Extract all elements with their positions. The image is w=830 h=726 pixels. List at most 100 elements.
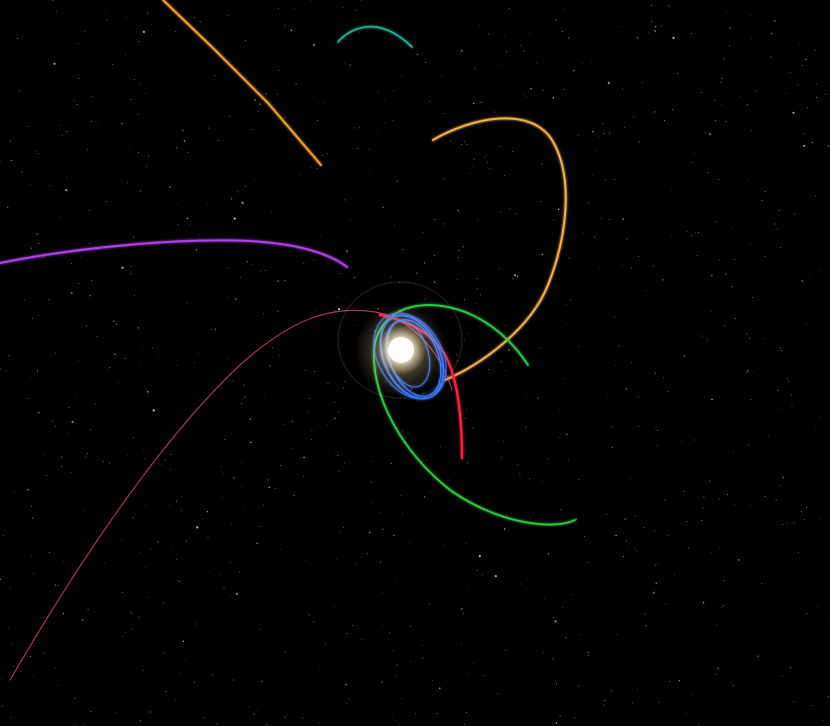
star (618, 26, 620, 27)
star (749, 505, 751, 507)
star (669, 681, 671, 683)
star (1, 677, 3, 679)
star (308, 614, 311, 616)
star (30, 247, 33, 249)
star (480, 294, 482, 296)
star (359, 127, 361, 129)
star (0, 368, 2, 370)
star (402, 513, 404, 515)
star (750, 14, 751, 16)
star (530, 88, 532, 90)
star (384, 122, 386, 124)
star (133, 436, 134, 438)
star (346, 324, 348, 326)
star (461, 608, 463, 610)
star (105, 11, 107, 13)
star (562, 9, 564, 11)
star (560, 508, 562, 510)
star (476, 278, 478, 280)
star (207, 570, 209, 572)
star (84, 31, 86, 33)
star (473, 662, 475, 664)
star (587, 651, 589, 653)
star (327, 383, 329, 385)
star (52, 0, 54, 1)
star (409, 626, 411, 627)
star (169, 469, 171, 471)
star (266, 724, 268, 725)
star (466, 589, 468, 591)
star (746, 104, 749, 106)
star (23, 577, 25, 579)
star (61, 134, 63, 136)
star (632, 702, 634, 704)
star (591, 174, 593, 176)
star (696, 255, 698, 257)
star (641, 82, 643, 83)
star (720, 81, 722, 83)
star (0, 578, 1, 580)
star (390, 463, 392, 464)
star (686, 521, 688, 523)
star (241, 485, 242, 487)
star (778, 209, 780, 211)
star (284, 651, 286, 653)
star (820, 417, 822, 419)
star (806, 612, 808, 614)
star (723, 605, 725, 607)
star (456, 279, 458, 281)
star (368, 148, 370, 150)
star (132, 516, 134, 518)
star (815, 195, 816, 197)
star (504, 528, 506, 530)
star (178, 580, 181, 583)
star (490, 435, 492, 437)
star (478, 555, 481, 558)
star (570, 299, 571, 301)
sun[interactable] (355, 304, 447, 396)
star (130, 99, 132, 100)
star (61, 466, 62, 467)
star (224, 438, 226, 440)
star (29, 183, 31, 185)
star (655, 582, 657, 584)
star (654, 111, 656, 113)
star (303, 263, 305, 265)
star (316, 310, 318, 312)
star (277, 280, 279, 282)
star (177, 224, 179, 226)
star (310, 0, 311, 2)
star (186, 217, 188, 220)
star (194, 17, 196, 19)
star (483, 674, 485, 676)
star (227, 14, 229, 16)
star (714, 99, 716, 101)
star (729, 45, 730, 47)
star (499, 361, 501, 363)
star (701, 520, 703, 521)
star (509, 208, 511, 210)
star (168, 504, 170, 506)
star (690, 694, 692, 696)
star (606, 396, 608, 398)
star (554, 620, 557, 623)
star (183, 140, 186, 142)
star (277, 93, 279, 95)
star (189, 224, 191, 226)
star (337, 455, 339, 457)
star (516, 275, 519, 277)
star (206, 511, 209, 513)
star (634, 547, 636, 549)
star (614, 316, 616, 318)
star (710, 274, 713, 277)
star (725, 120, 727, 122)
star (806, 107, 808, 109)
star (44, 652, 46, 654)
star (501, 361, 503, 363)
star (665, 603, 667, 605)
star (401, 430, 403, 432)
star (229, 115, 231, 117)
star (563, 377, 564, 379)
